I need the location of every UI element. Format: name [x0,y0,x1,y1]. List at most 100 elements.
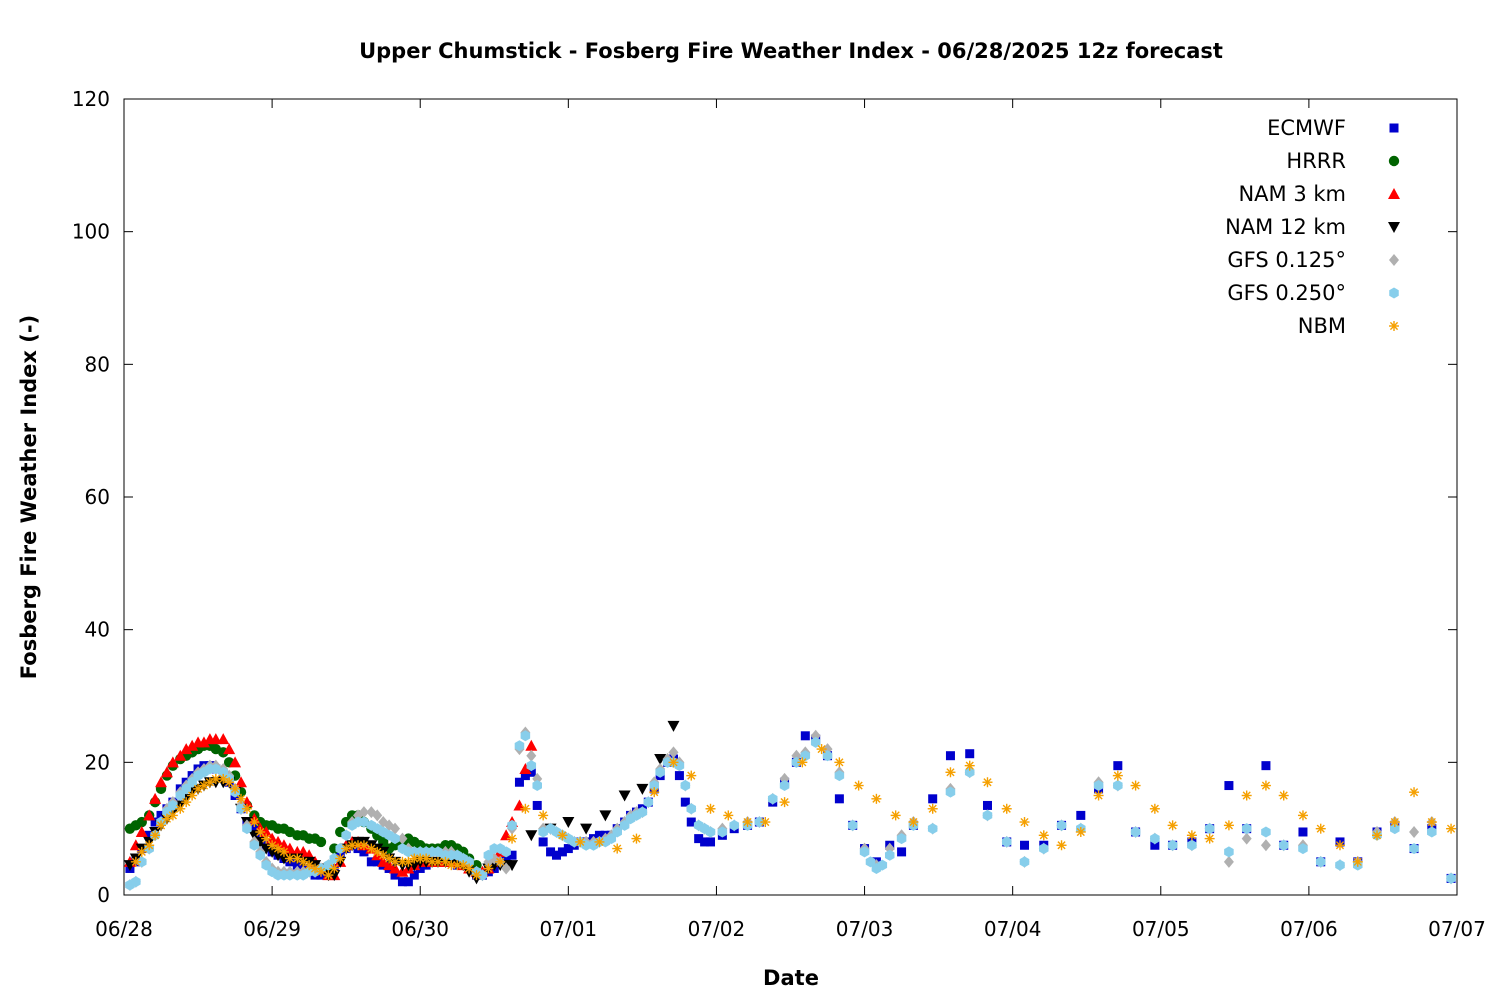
data-point-ecmwf [249,824,259,834]
data-point-gfs-0-250 [1315,856,1326,868]
data-point-gfs-0-250 [927,823,938,835]
data-point-nam-3-km [180,743,193,755]
data-point-nbm [1001,803,1012,814]
x-tick-label: 06/29 [243,917,301,941]
data-point-ecmwf [563,844,573,854]
y-tick-label: 20 [85,750,110,774]
data-point-ecmwf [1261,761,1271,771]
x-axis-title: Date [763,966,819,990]
data-point-gfs-0-250 [526,760,537,772]
data-point-nam-12-km [562,817,575,829]
data-point-nbm [1352,856,1363,867]
data-point-gfs-0-250 [1039,843,1049,855]
data-point-gfs-0-250 [982,809,993,821]
axis-ticks: 06/28 06/29 06/30 07/01 07/02 07/03 07/04 07/05… [72,87,1486,941]
legend-marker-nbm [1389,321,1399,331]
data-point-ecmwf [674,771,684,781]
data-point-gfs-0-250 [483,849,494,861]
data-point-nbm [649,787,660,798]
data-point-gfs-0-125 [372,809,383,822]
data-point-nbm [834,757,845,768]
data-point-gfs-0-250 [612,826,622,838]
data-point-nbm [236,793,247,804]
data-point-nbm [150,830,161,841]
data-point-ecmwf [897,847,907,857]
data-point-nbm [816,744,827,755]
data-point-gfs-0-250 [211,763,221,775]
data-point-nbm [1389,817,1400,828]
data-point-gfs-0-250 [1298,843,1308,855]
data-point-ecmwf [415,863,425,873]
data-point-gfs-0-250 [390,833,400,845]
data-point-nbm [241,803,252,814]
data-point-nbm [156,820,167,831]
data-point-nam-12-km [667,720,680,732]
legend-marker-hrrr [1388,155,1400,167]
legend: ECMWF HRRR NAM 3 km NAM 12 km GFS 0.125° GFS … [1225,116,1400,338]
data-point-gfs-0-250 [779,780,790,792]
data-point-gfs-0-250 [255,849,266,861]
data-point-gfs-0-250 [1335,859,1345,871]
data-point-ecmwf [1150,840,1160,850]
data-point-nbm [427,856,438,867]
x-tick-label: 07/01 [540,917,598,941]
data-point-ecmwf [982,800,992,810]
legend-label-ecmwf: ECMWF [1267,116,1346,140]
data-point-gfs-0-125 [1241,832,1252,845]
data-point-gfs-0-250 [249,839,260,851]
data-point-nbm [1426,817,1437,828]
x-tick-label: 07/05 [1132,917,1190,941]
legend-marker-nam-12-km [1388,222,1400,233]
data-point-nam-3-km [525,739,538,751]
data-point-gfs-0-250 [359,816,369,828]
data-point-ecmwf [359,847,369,857]
data-point-nam-3-km [389,862,402,874]
data-point-gfs-0-250 [705,826,716,838]
data-point-nam-12-km [248,830,261,842]
x-tick-label: 07/02 [688,917,746,941]
data-point-nam-12-km [599,810,612,822]
data-point-ecmwf [292,860,302,870]
data-point-nbm [1223,820,1234,831]
data-point-nbm [1019,817,1030,828]
data-point-ecmwf [694,834,704,844]
data-point-nam-12-km [408,860,421,872]
data-point-gfs-0-250 [1446,872,1456,884]
data-point-nbm [1446,823,1457,834]
data-point-ecmwf [526,767,536,777]
data-points [123,720,1457,892]
data-point-ecmwf [1298,827,1308,837]
y-axis-title: Fosberg Fire Weather Index (-) [17,315,41,679]
data-point-ecmwf [800,731,810,741]
data-point-gfs-0-250 [538,826,548,838]
data-point-gfs-0-250 [1113,780,1123,792]
data-point-ecmwf [397,877,407,887]
data-point-ecmwf [532,800,542,810]
data-point-gfs-0-250 [1224,846,1234,858]
data-point-ecmwf [834,794,844,804]
data-point-nbm [1038,830,1049,841]
data-point-gfs-0-250 [834,770,845,782]
data-point-gfs-0-250 [859,846,870,858]
data-point-gfs-0-250 [945,786,956,798]
x-tick-label: 07/03 [836,917,894,941]
data-point-nam-3-km [160,766,173,778]
data-point-ecmwf [706,837,716,847]
data-point-gfs-0-250 [285,869,295,881]
data-point-nbm [575,836,586,847]
y-tick-label: 60 [85,485,110,509]
data-point-nbm [130,856,141,867]
data-point-gfs-0-250 [1409,843,1419,855]
data-point-gfs-0-250 [1204,823,1215,835]
data-point-gfs-0-125 [526,749,537,762]
data-point-nbm [1075,826,1086,837]
data-point-nbm [464,863,475,874]
data-point-nam-3-km [149,792,162,804]
data-point-gfs-0-250 [865,856,876,868]
data-point-nbm [1204,833,1215,844]
data-point-nam-12-km [266,846,279,858]
data-point-gfs-0-250 [810,736,821,748]
data-point-nam-12-km [272,850,285,862]
data-point-nbm [538,810,549,821]
